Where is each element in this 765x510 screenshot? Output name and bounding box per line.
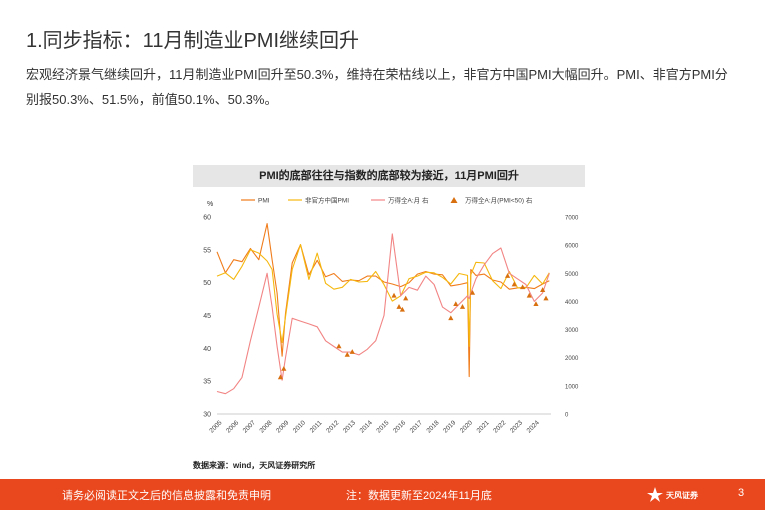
pmi-below-50-marker [277,374,284,380]
x-tick-label: 2005 [208,419,223,434]
legend-label: PMI [258,198,270,205]
x-tick-label: 2019 [442,419,457,434]
x-tick-label: 2010 [292,419,307,434]
x-tick-label: 2009 [275,419,290,434]
pmi-below-50-marker [391,292,397,298]
series-line [216,244,550,347]
y-left-tick-label: 35 [203,379,211,386]
x-tick-label: 2012 [325,419,340,434]
pmi-below-50-marker [469,289,476,295]
pmi-below-50-marker [344,351,350,357]
y-left-tick-label: 45 [203,313,211,320]
pmi-below-50-marker [281,365,287,371]
x-tick-label: 2011 [309,419,324,434]
legend-swatch [450,197,458,203]
data-source: 数据来源：wind，天风证券研究所 [193,461,316,470]
star-icon [647,487,663,502]
pmi-below-50-marker [526,292,532,298]
footer-disclaimer[interactable]: 请务必阅读正文之后的信息披露和免责申明 [62,490,271,502]
y-left-tick-label: 60 [203,215,211,222]
x-tick-label: 2021 [476,419,491,434]
page-title: 1.同步指标：11月制造业PMI继续回升 [26,30,359,52]
x-tick-label: 2014 [359,419,374,434]
x-tick-label: 2024 [526,419,541,434]
x-tick-label: 2017 [409,419,424,434]
footer-note: 注：数据更新至2024年11月底 [346,490,492,502]
y-right-tick-label: 6000 [565,244,579,250]
x-tick-label: 2008 [258,419,273,434]
summary-paragraph: 宏观经济景气继续回升，11月制造业PMI回升至50.3%，维持在荣枯线以上，非官… [26,67,728,107]
pmi-chart: % 30 35 40 45 50 55 60 0 1000 2000 3000 4000 5000 6000… [203,196,579,435]
pmi-below-50-marker [520,284,526,290]
y-right-tick-label: 1000 [565,384,579,390]
legend-label: 万得全A:月 右 [388,196,429,205]
series-line [216,223,550,378]
pmi-below-50-marker [403,295,409,301]
pmi-below-50-marker [349,349,355,354]
footer-bar: 请务必阅读正文之后的信息披露和免责申明 注：数据更新至2024年11月底 天风证… [0,479,765,510]
pmi-below-50-marker [504,273,511,278]
y-left-tick-label: 40 [203,346,211,353]
chart-title: PMI的底部往往与指数的底部较为接近，11月PMI回升 [193,165,585,187]
company-logo: 天风证券 [647,487,699,502]
x-tick-label: 2013 [342,419,357,434]
x-tick-label: 2006 [225,419,240,434]
x-tick-label: 2007 [242,419,257,434]
pmi-below-50-marker [511,281,517,287]
y-right-tick-label: 4000 [565,300,579,306]
pmi-below-50-marker [396,304,402,309]
y-right-tick-label: 5000 [565,272,579,278]
pmi-below-50-marker [336,343,342,349]
y-left-tick-label: 55 [203,247,211,254]
chart-container: PMI的底部往往与指数的底部较为接近，11月PMI回升 % 30 35 40 45 50 5… [193,165,585,447]
x-tick-label: 2016 [392,419,407,434]
pmi-below-50-marker [459,304,466,309]
pmi-below-50-marker [540,287,546,292]
legend-label: 万得全A:月(PMI<50) 右 [465,196,533,205]
x-tick-label: 2015 [375,419,390,434]
pmi-below-50-marker [448,315,454,321]
x-tick-label: 2020 [459,419,474,434]
x-tick-label: 2023 [509,419,524,434]
y-right-tick-label: 3000 [565,328,579,334]
pmi-below-50-marker [543,295,549,301]
pmi-below-50-marker [533,301,539,307]
y-left-unit: % [207,201,213,208]
y-left-tick-label: 50 [203,280,211,287]
logo-text: 天风证券 [666,490,699,500]
y-right-tick-label: 2000 [565,356,579,362]
pmi-below-50-marker [453,301,459,307]
legend-label: 非官方中国PMI [305,196,349,205]
y-right-tick-label: 7000 [565,216,579,222]
series-line [216,233,550,395]
page-number: 3 [738,487,745,499]
y-right-tick-label: 0 [565,413,569,419]
pmi-below-50-marker [399,306,405,312]
x-tick-label: 2018 [425,419,440,434]
y-left-tick-label: 30 [203,412,211,419]
x-tick-label: 2022 [492,419,507,434]
